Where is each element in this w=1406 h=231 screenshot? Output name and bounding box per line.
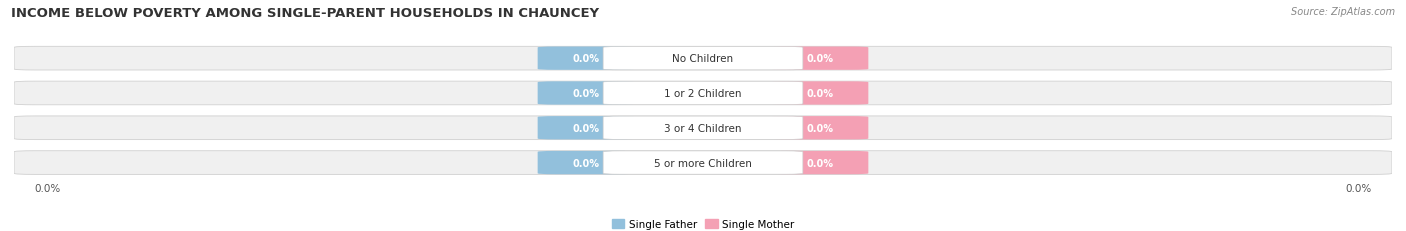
Text: 0.0%: 0.0% [807,158,834,168]
Text: 0.0%: 0.0% [572,123,599,133]
Legend: Single Father, Single Mother: Single Father, Single Mother [607,215,799,231]
FancyBboxPatch shape [537,47,634,70]
FancyBboxPatch shape [14,82,1392,105]
FancyBboxPatch shape [772,47,869,70]
Text: 0.0%: 0.0% [572,54,599,64]
FancyBboxPatch shape [772,151,869,174]
Text: 0.0%: 0.0% [807,88,834,99]
FancyBboxPatch shape [603,117,803,140]
Text: 0.0%: 0.0% [807,54,834,64]
Text: 0.0%: 0.0% [572,88,599,99]
Text: Source: ZipAtlas.com: Source: ZipAtlas.com [1291,7,1395,17]
Text: 5 or more Children: 5 or more Children [654,158,752,168]
FancyBboxPatch shape [537,151,634,174]
FancyBboxPatch shape [603,151,803,174]
FancyBboxPatch shape [14,151,1392,175]
FancyBboxPatch shape [14,116,1392,140]
Text: 0.0%: 0.0% [807,123,834,133]
FancyBboxPatch shape [603,82,803,105]
FancyBboxPatch shape [772,82,869,105]
FancyBboxPatch shape [772,117,869,140]
FancyBboxPatch shape [537,82,634,105]
Text: 0.0%: 0.0% [572,158,599,168]
FancyBboxPatch shape [14,47,1392,71]
Text: 3 or 4 Children: 3 or 4 Children [664,123,742,133]
Text: 0.0%: 0.0% [1346,183,1371,193]
Text: No Children: No Children [672,54,734,64]
FancyBboxPatch shape [603,47,803,70]
Text: 1 or 2 Children: 1 or 2 Children [664,88,742,99]
FancyBboxPatch shape [537,117,634,140]
Text: INCOME BELOW POVERTY AMONG SINGLE-PARENT HOUSEHOLDS IN CHAUNCEY: INCOME BELOW POVERTY AMONG SINGLE-PARENT… [11,7,599,20]
Text: 0.0%: 0.0% [35,183,60,193]
